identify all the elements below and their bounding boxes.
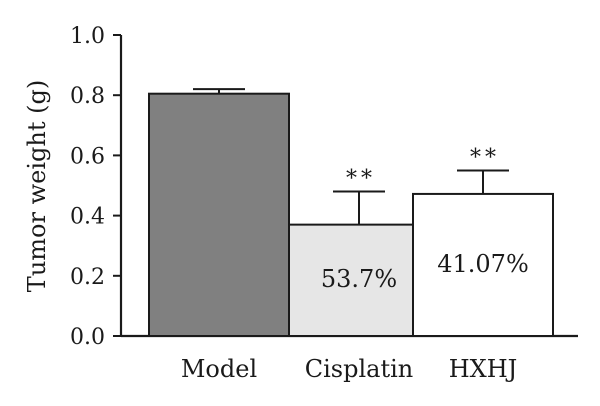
bar-value-label: 53.7%	[321, 265, 397, 293]
x-tick-labels: Model Cisplatin HXHJ	[181, 355, 517, 383]
y-tick-label: 0.8	[70, 84, 105, 109]
y-tick-label: 0.6	[70, 144, 105, 169]
y-ticks: 0.0 0.2 0.4 0.6 0.8 1.0	[70, 24, 121, 350]
y-axis-label: Tumor weight (g)	[23, 80, 51, 292]
y-tick-label: 0.2	[70, 265, 105, 290]
bar-group: ** 41.07%	[412, 145, 554, 337]
y-tick-label: 1.0	[70, 24, 105, 49]
bars: ** 53.7% ** 41.07%	[148, 88, 554, 338]
y-tick-label: 0.0	[70, 325, 105, 350]
x-tick-label: HXHJ	[449, 355, 518, 383]
y-axis: 0.0 0.2 0.4 0.6 0.8 1.0	[70, 24, 123, 350]
bar-group	[148, 88, 290, 337]
x-tick-label: Cisplatin	[305, 355, 413, 383]
y-tick-label: 0.4	[70, 205, 105, 230]
bar-group: ** 53.7%	[288, 167, 430, 338]
significance-label: **	[346, 167, 376, 192]
significance-label: **	[470, 145, 500, 170]
bar	[412, 192, 554, 337]
x-axis: Model Cisplatin HXHJ	[121, 334, 578, 383]
bar-value-label: 41.07%	[437, 250, 529, 278]
x-tick-label: Model	[181, 355, 257, 383]
bar	[148, 92, 290, 337]
bar	[288, 223, 430, 338]
